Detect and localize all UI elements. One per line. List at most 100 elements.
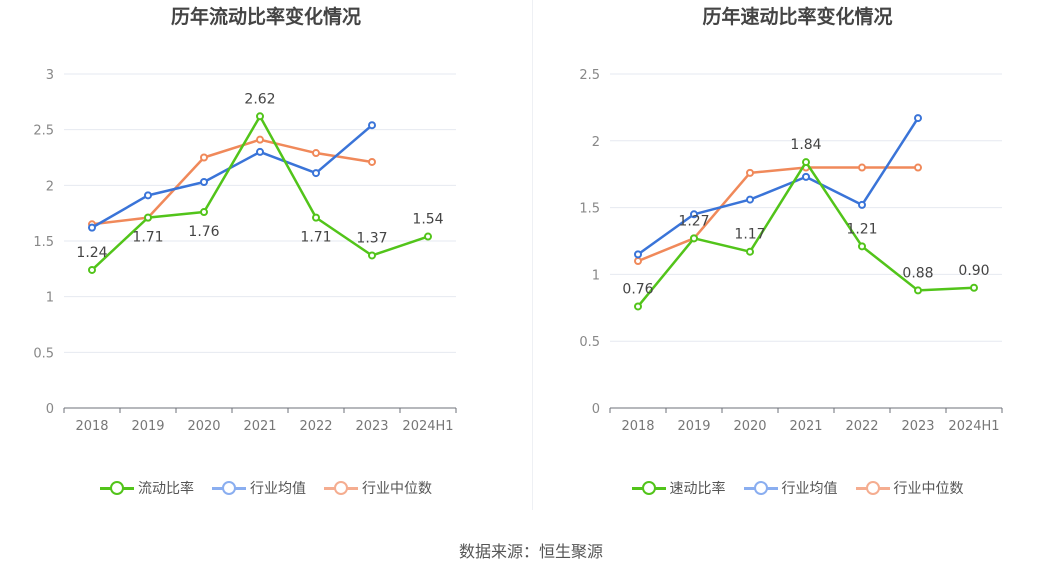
data-point	[144, 191, 152, 200]
legend-label: 速动比率	[669, 481, 726, 497]
data-point	[970, 283, 978, 292]
data-point	[144, 213, 152, 222]
legend-line-icon	[743, 480, 778, 496]
series-line	[91, 138, 373, 226]
data-point	[690, 234, 698, 243]
data-label: 1.37	[356, 230, 387, 246]
data-point	[858, 163, 866, 172]
data-label: 2.62	[244, 91, 275, 107]
data-point	[746, 168, 754, 177]
data-point	[634, 257, 642, 266]
x-tick-label: 2018	[621, 419, 654, 434]
x-tick-label: 2021	[243, 419, 276, 434]
data-point	[312, 149, 320, 158]
legend-item-industry-median[interactable]: 行业中位数	[855, 478, 964, 498]
data-label: 1.21	[846, 221, 877, 237]
legend-label: 行业中位数	[362, 481, 432, 497]
x-tick-label: 2024H1	[402, 419, 453, 434]
series-line	[637, 160, 975, 308]
data-point	[368, 121, 376, 130]
data-label: 1.76	[188, 224, 219, 240]
legend-line-icon	[855, 480, 890, 496]
x-tick-label: 2023	[901, 419, 934, 434]
x-tick-label: 2022	[845, 419, 878, 434]
data-point	[312, 169, 320, 178]
data-point	[858, 242, 866, 251]
data-point	[802, 172, 810, 181]
data-point	[200, 177, 208, 186]
y-tick-label: 1	[592, 268, 600, 283]
legend: 流动比率 行业均值 行业中位数	[0, 478, 532, 498]
y-tick-label: 2.5	[579, 68, 600, 83]
chart-title: 历年速动比率变化情况	[702, 6, 893, 28]
data-label: 1.24	[76, 245, 107, 261]
chart-title: 历年流动比率变化情况	[170, 6, 361, 28]
series-line	[637, 166, 918, 263]
x-tick-label: 2020	[187, 419, 220, 434]
series-line	[91, 124, 373, 229]
data-point	[88, 223, 96, 232]
data-label: 0.90	[958, 263, 989, 279]
data-point	[200, 153, 208, 162]
y-tick-label: 1.5	[579, 202, 600, 217]
panel-divider	[532, 0, 533, 510]
data-point	[88, 265, 96, 274]
data-point	[368, 157, 376, 166]
data-label: 0.76	[622, 281, 653, 297]
legend-label: 行业中位数	[893, 481, 964, 497]
y-tick-label: 2.5	[33, 124, 54, 139]
y-tick-label: 0.5	[33, 346, 54, 361]
legend: 速动比率 行业均值 行业中位数	[533, 478, 1062, 498]
data-point	[200, 208, 208, 217]
legend-label: 行业均值	[781, 481, 838, 497]
data-label: 1.54	[412, 212, 443, 228]
y-tick-label: 1	[46, 291, 54, 306]
y-tick-label: 2	[46, 179, 54, 194]
x-tick-label: 2020	[733, 419, 766, 434]
x-tick-label: 2024H1	[948, 419, 999, 434]
data-point	[858, 200, 866, 209]
x-tick-label: 2019	[677, 419, 710, 434]
data-label: 1.27	[678, 213, 709, 229]
legend-item-industry-mean[interactable]: 行业均值	[212, 478, 306, 498]
legend-item-current-ratio[interactable]: 流动比率	[100, 478, 194, 498]
legend-item-quick-ratio[interactable]: 速动比率	[631, 478, 726, 498]
legend-item-industry-mean[interactable]: 行业均值	[743, 478, 838, 498]
y-tick-label: 3	[46, 68, 54, 83]
y-tick-label: 0	[592, 402, 600, 417]
quick-ratio-panel: 历年速动比率变化情况 0 0.5 1 1.5 2 2.5 2018 2019 2020 2021 2…	[533, 0, 1062, 510]
legend-label: 流动比率	[138, 481, 194, 497]
legend-item-industry-median[interactable]: 行业中位数	[324, 478, 432, 498]
current-ratio-chart: 0 0.5 1 1.5 2 2.5 3 2018 2019 2020 2021 2022 2023 202…	[33, 68, 457, 434]
data-point	[914, 163, 922, 172]
data-point	[746, 195, 754, 204]
x-tick-label: 2022	[299, 419, 332, 434]
y-tick-label: 1.5	[33, 235, 54, 250]
quick-ratio-chart: 0 0.5 1 1.5 2 2.5 2018 2019 2020 2021 2022 2023 2024…	[579, 68, 1003, 434]
data-point	[424, 232, 432, 241]
data-point	[634, 302, 642, 311]
data-label: 1.84	[790, 137, 821, 153]
data-point	[914, 114, 922, 123]
y-tick-label: 0	[46, 402, 54, 417]
data-point	[256, 147, 264, 156]
data-point	[690, 210, 698, 219]
legend-label: 行业均值	[250, 481, 306, 497]
data-point	[368, 251, 376, 260]
data-point	[634, 250, 642, 259]
legend-line-icon	[631, 480, 666, 496]
legend-line-icon	[100, 480, 134, 496]
data-point	[256, 135, 264, 144]
data-label: 1.71	[132, 230, 163, 246]
y-tick-label: 0.5	[579, 335, 600, 350]
data-point	[746, 247, 754, 256]
data-point	[256, 112, 264, 121]
x-tick-label: 2018	[75, 419, 108, 434]
legend-line-icon	[324, 480, 358, 496]
x-tick-label: 2021	[789, 419, 822, 434]
data-label: 1.71	[300, 230, 331, 246]
data-point	[914, 286, 922, 295]
x-tick-label: 2023	[355, 419, 388, 434]
data-source-note: 数据来源：恒生聚源	[458, 542, 603, 561]
data-point	[312, 213, 320, 222]
